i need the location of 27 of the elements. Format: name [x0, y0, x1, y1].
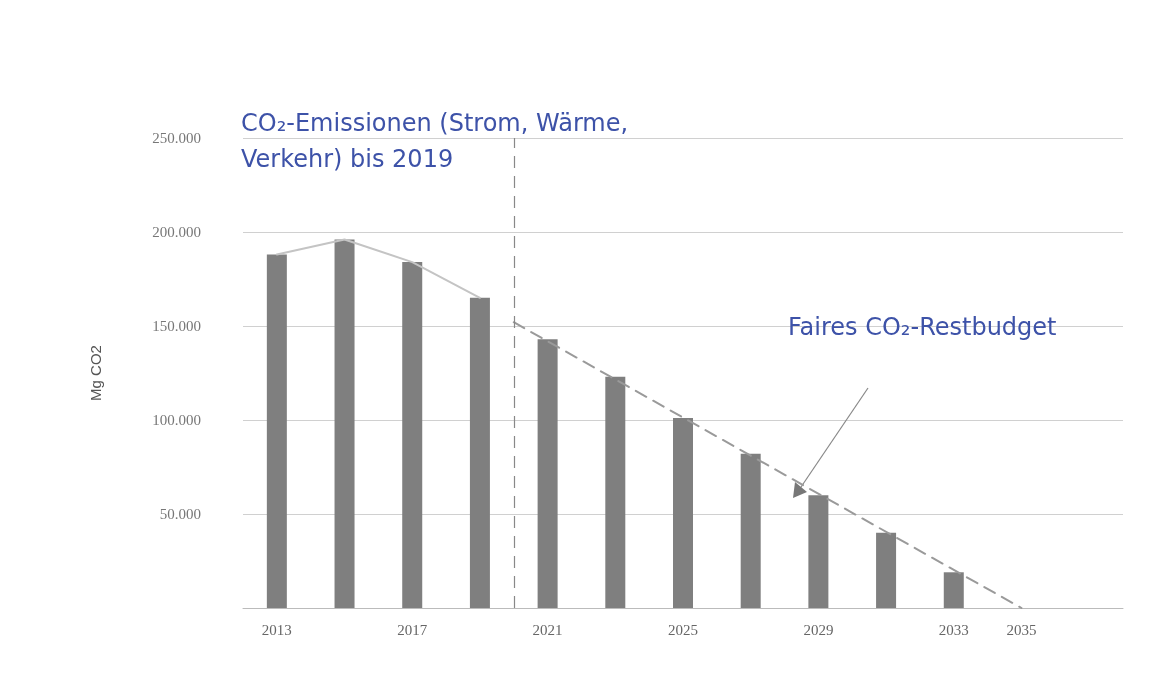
y-tick-label: 50.000: [159, 506, 201, 522]
bar: [673, 418, 693, 608]
bar: [402, 262, 423, 608]
bar: [266, 254, 287, 608]
x-tick-label: 2013: [261, 621, 292, 638]
bar: [740, 453, 761, 608]
bar: [537, 339, 558, 608]
x-tick-label: 2029: [803, 621, 834, 638]
y-tick-label: 250.000: [152, 130, 201, 146]
x-tick-label: 2035: [1006, 621, 1037, 638]
bar: [334, 239, 355, 608]
y-axis-title: Mg CO2: [87, 345, 104, 401]
x-tick-label: 2033: [938, 621, 969, 638]
annotation: Faires CO₂-Restbudget: [788, 313, 1057, 341]
chart-title: CO₂-Emissionen (Strom, Wärme, Verkehr) bis 2019: [241, 109, 636, 173]
y-tick-label: 150.000: [152, 318, 201, 334]
x-tick-label: 2017: [397, 621, 428, 638]
bar: [876, 532, 897, 608]
y-tick-label: 100.000: [152, 412, 201, 428]
bar: [943, 572, 964, 608]
bar: [605, 376, 626, 608]
bar: [808, 495, 829, 608]
x-tick-label: 2021: [532, 621, 563, 638]
x-tick-label: 2025: [668, 621, 698, 638]
bar: [469, 297, 490, 608]
y-tick-label: 200.000: [152, 224, 201, 240]
line-series: [275, 238, 481, 299]
